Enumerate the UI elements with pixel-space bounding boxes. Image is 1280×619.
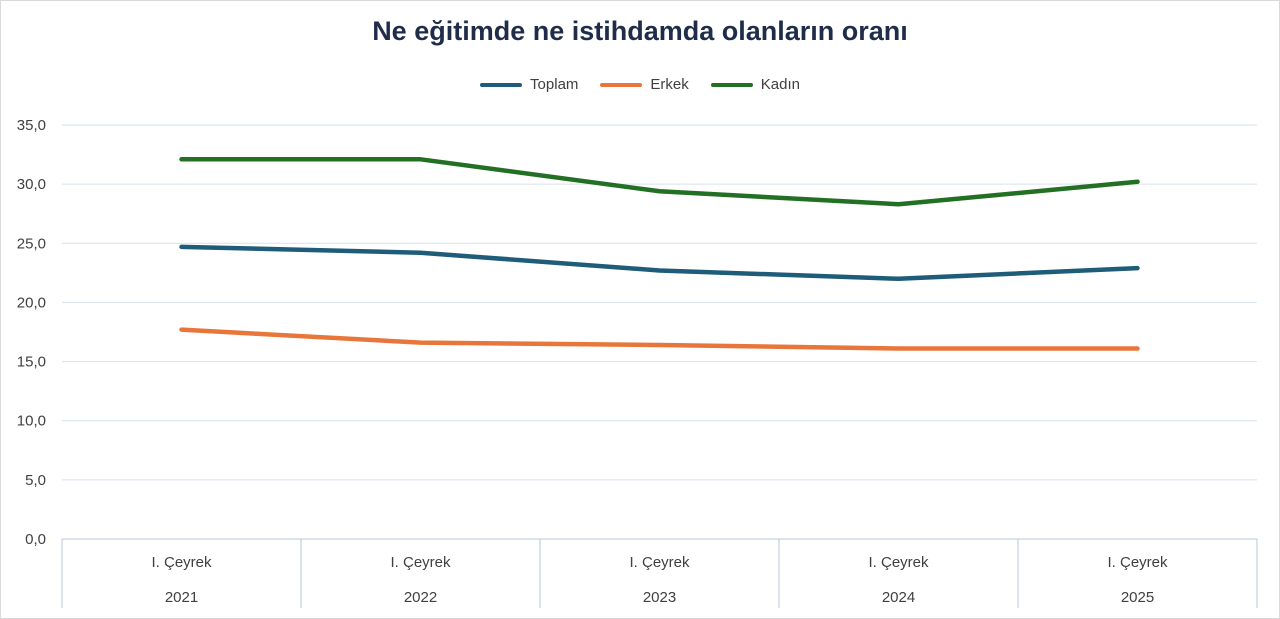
legend-swatch-toplam bbox=[480, 82, 523, 87]
x-tick-label-quarter: I. Çeyrek bbox=[1107, 554, 1168, 571]
x-tick-label-year: 2024 bbox=[882, 589, 915, 606]
x-tick-label-year: 2022 bbox=[404, 589, 437, 606]
y-tick-label: 25,0 bbox=[17, 235, 46, 252]
x-tick-label-year: 2021 bbox=[165, 589, 198, 606]
legend-item-toplam: Toplam bbox=[480, 76, 578, 93]
series-line-toplam bbox=[179, 244, 1140, 282]
y-tick-label: 20,0 bbox=[17, 294, 46, 311]
x-tick-label-quarter: I. Çeyrek bbox=[151, 554, 212, 571]
x-tick-label-year: 2023 bbox=[643, 589, 676, 606]
chart-title: Ne eğitimde ne istihdamda olanların oran… bbox=[372, 16, 908, 46]
y-tick-label: 35,0 bbox=[17, 117, 46, 134]
legend-label-erkek: Erkek bbox=[650, 76, 689, 93]
y-tick-label: 0,0 bbox=[25, 531, 46, 548]
x-tick-label-year: 2025 bbox=[1121, 589, 1154, 606]
legend-swatch-kadin bbox=[710, 82, 753, 87]
series-line-kadin bbox=[179, 157, 1140, 207]
x-tick-label-quarter: I. Çeyrek bbox=[629, 554, 690, 571]
chart-legend: Toplam Erkek Kadın bbox=[0, 76, 1280, 93]
legend-item-erkek: Erkek bbox=[600, 76, 689, 93]
legend-label-kadin: Kadın bbox=[760, 76, 800, 93]
y-tick-label: 30,0 bbox=[17, 176, 46, 193]
y-tick-label: 15,0 bbox=[17, 354, 46, 371]
legend-item-kadin: Kadın bbox=[710, 76, 800, 93]
y-tick-label: 10,0 bbox=[17, 413, 46, 430]
legend-label-toplam: Toplam bbox=[530, 76, 579, 93]
y-tick-label: 5,0 bbox=[25, 472, 46, 489]
x-tick-label-quarter: I. Çeyrek bbox=[390, 554, 451, 571]
series-line-erkek bbox=[179, 327, 1140, 351]
x-tick-label-quarter: I. Çeyrek bbox=[868, 554, 929, 571]
legend-swatch-erkek bbox=[600, 82, 643, 87]
